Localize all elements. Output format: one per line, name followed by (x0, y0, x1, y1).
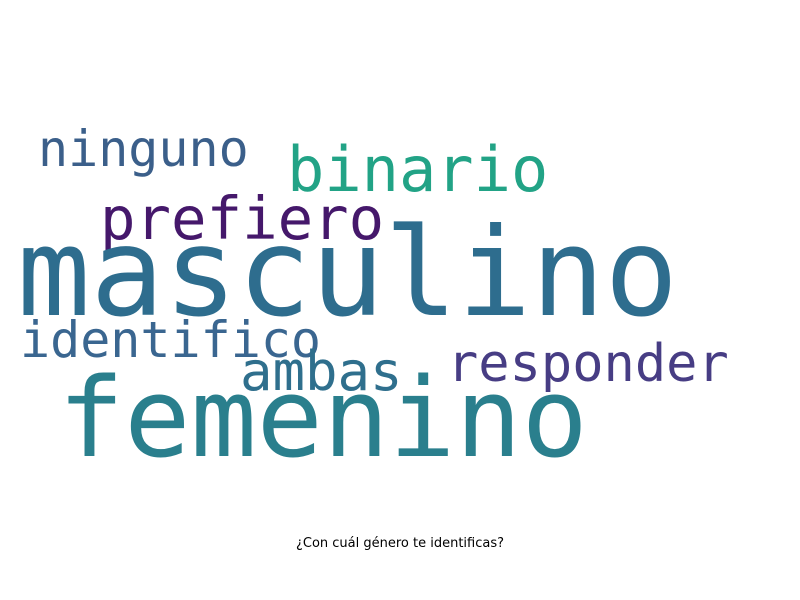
word-masculino: masculino (17, 202, 679, 344)
word-identifico: identifico (20, 311, 322, 369)
word-ninguno: ninguno (38, 120, 249, 178)
word-binario: binario (287, 133, 549, 206)
word-prefiero: prefiero (100, 184, 385, 253)
question-caption: ¿Con cuál género te identificas? (295, 536, 505, 551)
word-responder: responder (447, 334, 729, 394)
word-ambas: ambas (240, 340, 403, 403)
word-femenino: femenino (58, 354, 588, 482)
